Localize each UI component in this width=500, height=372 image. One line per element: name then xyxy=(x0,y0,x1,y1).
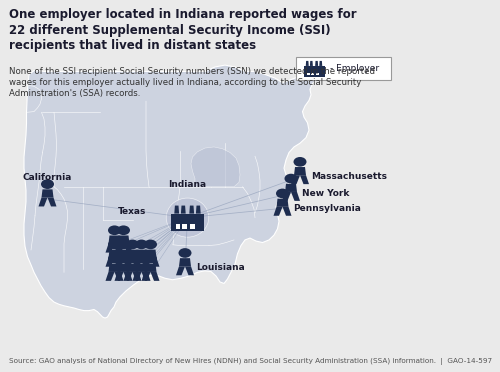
Polygon shape xyxy=(38,198,56,206)
Polygon shape xyxy=(118,250,130,258)
Polygon shape xyxy=(176,224,180,229)
Circle shape xyxy=(108,254,121,263)
Circle shape xyxy=(117,225,130,235)
Polygon shape xyxy=(136,264,147,272)
Polygon shape xyxy=(106,272,124,281)
Text: California: California xyxy=(23,173,72,182)
Text: Pennsylvania: Pennsylvania xyxy=(294,204,362,213)
Polygon shape xyxy=(118,235,130,244)
Text: Source: GAO analysis of National Directory of New Hires (NDNH) and Social Securi: Source: GAO analysis of National Directo… xyxy=(9,358,492,365)
Polygon shape xyxy=(176,266,194,275)
Polygon shape xyxy=(179,258,191,266)
Polygon shape xyxy=(190,224,194,229)
Polygon shape xyxy=(320,61,322,66)
Circle shape xyxy=(126,254,139,263)
Polygon shape xyxy=(181,206,186,214)
Polygon shape xyxy=(274,207,291,216)
Text: New York: New York xyxy=(302,189,350,198)
Circle shape xyxy=(108,240,121,249)
Text: None of the SSI recipient Social Security numbers (SSN) we detected in the repor: None of the SSI recipient Social Securit… xyxy=(9,67,375,98)
Circle shape xyxy=(135,240,148,249)
Polygon shape xyxy=(108,250,120,258)
Polygon shape xyxy=(310,73,314,76)
Polygon shape xyxy=(132,272,150,281)
Polygon shape xyxy=(106,244,124,253)
Polygon shape xyxy=(306,73,310,76)
Circle shape xyxy=(108,225,121,235)
Polygon shape xyxy=(304,66,324,77)
Polygon shape xyxy=(182,224,187,229)
Polygon shape xyxy=(24,65,320,318)
Polygon shape xyxy=(276,199,288,207)
Polygon shape xyxy=(124,272,142,281)
Polygon shape xyxy=(306,61,309,66)
Polygon shape xyxy=(118,264,130,272)
Polygon shape xyxy=(191,147,240,187)
Polygon shape xyxy=(174,206,179,214)
Polygon shape xyxy=(285,184,297,192)
Polygon shape xyxy=(136,250,147,258)
Polygon shape xyxy=(108,235,120,244)
Polygon shape xyxy=(106,258,124,267)
Text: - Employer: - Employer xyxy=(330,64,379,73)
Circle shape xyxy=(117,254,130,263)
Polygon shape xyxy=(114,272,132,281)
Polygon shape xyxy=(108,264,120,272)
Polygon shape xyxy=(126,264,138,272)
Circle shape xyxy=(117,240,130,249)
Polygon shape xyxy=(124,258,142,267)
Circle shape xyxy=(135,254,148,263)
Text: Louisiana: Louisiana xyxy=(196,263,245,272)
Polygon shape xyxy=(126,250,138,258)
Circle shape xyxy=(276,189,289,198)
Circle shape xyxy=(144,254,157,263)
Circle shape xyxy=(144,240,157,249)
Polygon shape xyxy=(170,214,204,231)
Polygon shape xyxy=(196,206,200,214)
Polygon shape xyxy=(114,258,132,267)
Text: Massachusetts: Massachusetts xyxy=(311,172,387,181)
Circle shape xyxy=(41,179,54,189)
Polygon shape xyxy=(291,175,309,184)
Polygon shape xyxy=(42,189,54,198)
Polygon shape xyxy=(282,192,300,201)
Circle shape xyxy=(284,174,298,183)
Polygon shape xyxy=(114,244,132,253)
Circle shape xyxy=(178,248,192,258)
Circle shape xyxy=(294,157,306,167)
Polygon shape xyxy=(315,61,318,66)
Circle shape xyxy=(126,240,139,249)
Ellipse shape xyxy=(166,198,209,237)
Text: Texas: Texas xyxy=(118,207,146,216)
Polygon shape xyxy=(142,272,160,281)
Text: Indiana: Indiana xyxy=(168,180,206,189)
Polygon shape xyxy=(144,250,156,258)
Polygon shape xyxy=(190,206,194,214)
Polygon shape xyxy=(144,264,156,272)
Polygon shape xyxy=(294,167,306,175)
Polygon shape xyxy=(142,258,160,267)
Text: One employer located in Indiana reported wages for
22 different Supplemental Sec: One employer located in Indiana reported… xyxy=(9,8,356,52)
Polygon shape xyxy=(132,258,150,267)
FancyBboxPatch shape xyxy=(296,57,392,80)
Polygon shape xyxy=(310,61,313,66)
Polygon shape xyxy=(316,73,318,76)
